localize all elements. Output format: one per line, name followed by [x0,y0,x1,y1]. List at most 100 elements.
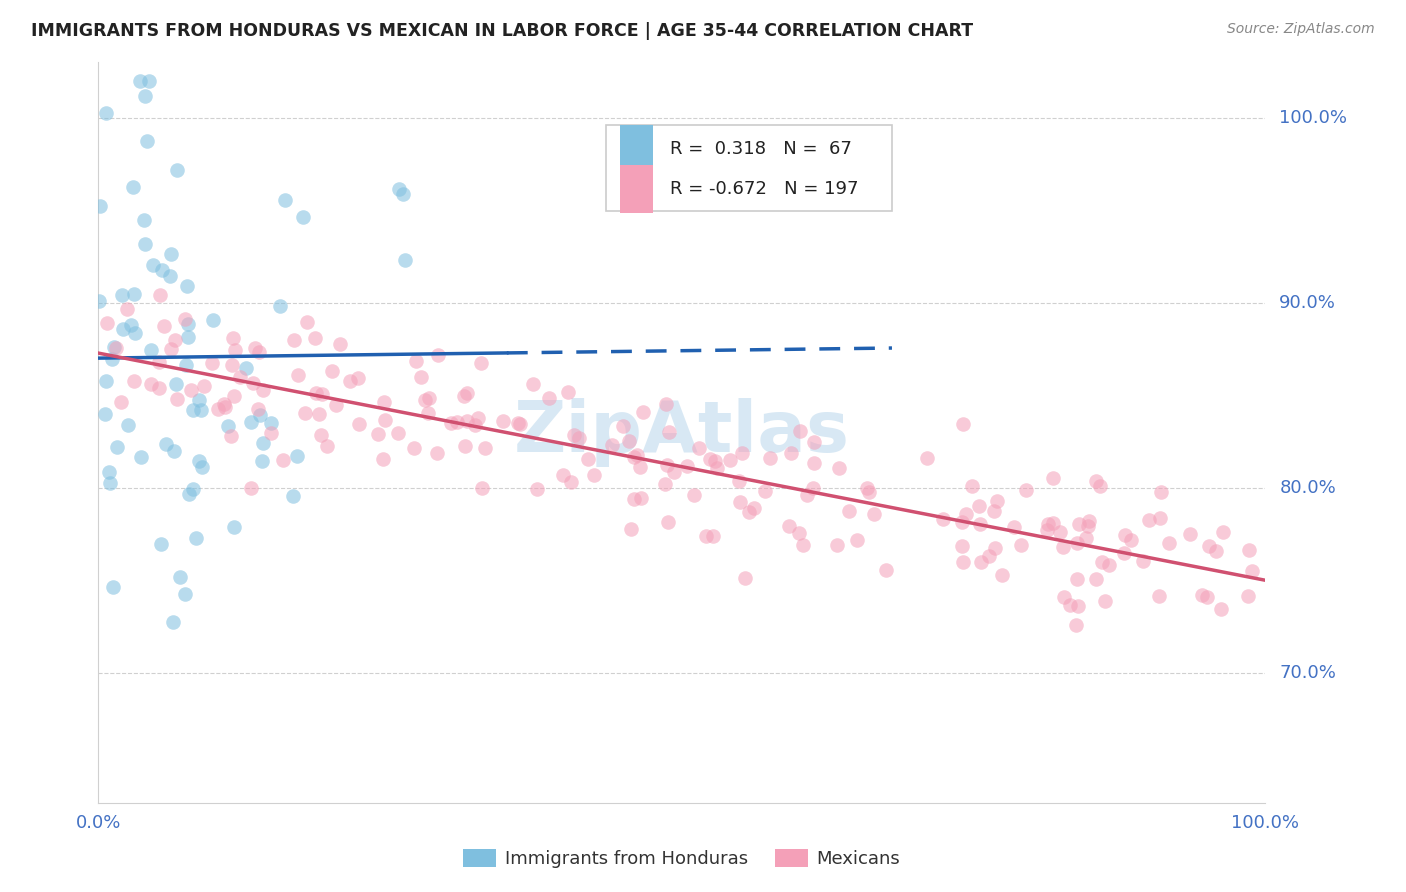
Point [1098,558,1121,572]
Point [952,555,974,569]
Text: 90.0%: 90.0% [1279,294,1336,312]
Point [426,445,449,459]
Point [181,482,204,496]
Point [562,428,585,442]
Point [730,495,752,509]
Point [105,341,128,355]
Point [1064,617,1087,632]
Point [367,426,389,441]
Point [150,536,173,550]
Point [134,212,156,227]
Point [858,485,880,500]
Point [655,397,678,411]
Point [657,516,679,530]
Point [915,450,938,465]
Point [148,355,170,369]
Point [404,441,426,455]
Point [239,481,262,495]
Point [321,364,343,378]
Point [405,353,427,368]
Point [759,451,782,466]
Point [1015,483,1038,498]
Point [271,453,294,467]
Point [688,441,710,455]
Text: R = -0.672   N = 197: R = -0.672 N = 197 [671,180,859,198]
Point [952,417,974,431]
Point [803,456,825,470]
Point [155,437,177,451]
Point [1112,545,1135,559]
Point [553,467,575,482]
Point [148,288,170,302]
Point [242,376,264,391]
Point [1074,531,1097,545]
Point [373,451,395,466]
Point [315,439,337,453]
Point [285,449,308,463]
Point [221,358,243,372]
Point [704,454,727,468]
Point [287,368,309,383]
Point [176,317,198,331]
Point [309,428,332,442]
Point [173,587,195,601]
Point [176,279,198,293]
Point [235,361,257,376]
Point [875,564,897,578]
Point [560,475,582,490]
Point [682,488,704,502]
Point [1088,479,1111,493]
Point [1038,516,1060,531]
FancyBboxPatch shape [620,165,652,213]
Point [657,458,679,472]
Point [212,397,235,411]
Point [456,386,478,401]
Point [1084,475,1107,489]
Point [803,435,825,450]
Point [373,395,395,409]
Point [426,348,449,362]
Point [115,301,138,316]
Point [1049,525,1071,540]
Point [1069,516,1091,531]
Point [252,435,274,450]
Point [347,370,370,384]
Point [260,416,283,430]
Point [538,391,561,405]
Point [1036,523,1059,537]
Point [778,519,800,533]
Point [526,482,548,496]
Point [162,444,184,458]
Point [1090,555,1112,569]
Point [222,520,245,534]
Point [150,262,173,277]
Text: 70.0%: 70.0% [1279,665,1336,682]
Point [159,269,181,284]
Point [134,89,156,103]
Point [754,484,776,499]
Point [122,374,145,388]
Point [177,487,200,501]
Point [979,549,1001,564]
Point [166,163,188,178]
Point [222,389,245,403]
Text: 100.0%: 100.0% [1279,109,1347,127]
Text: Source: ZipAtlas.com: Source: ZipAtlas.com [1227,22,1375,37]
Point [1197,590,1219,604]
Point [308,408,330,422]
Point [1114,528,1136,542]
Point [111,322,134,336]
Point [1042,471,1064,485]
Point [626,448,648,462]
Text: R =  0.318   N =  67: R = 0.318 N = 67 [671,140,852,158]
Point [612,419,634,434]
Point [219,429,242,443]
Point [620,522,643,536]
Text: ZipAtlas: ZipAtlas [515,398,849,467]
Point [269,299,291,313]
Point [173,311,195,326]
Point [202,313,225,327]
Point [1147,589,1170,603]
Point [224,343,246,357]
Point [122,180,145,194]
